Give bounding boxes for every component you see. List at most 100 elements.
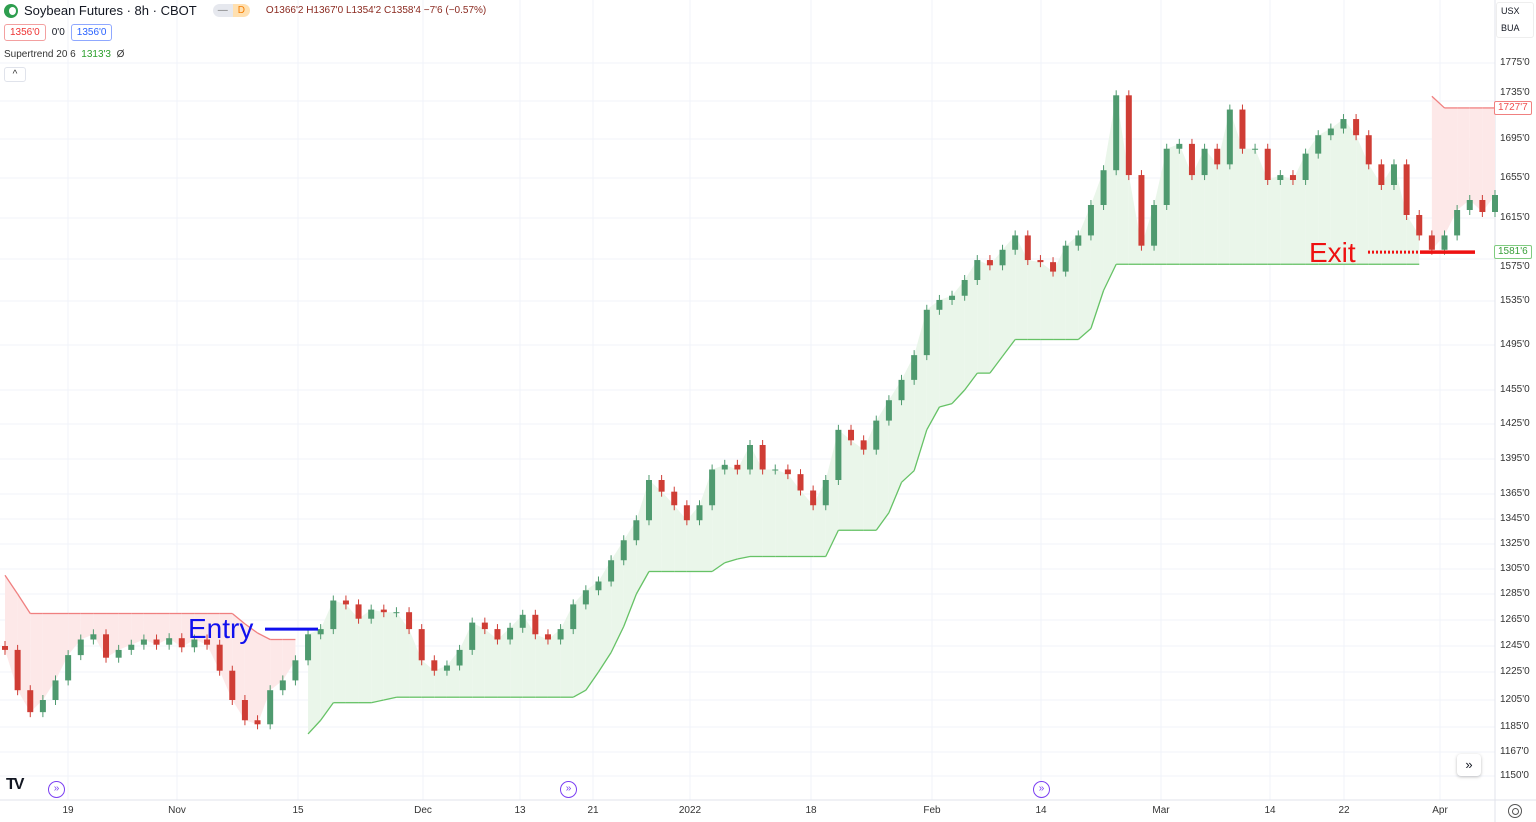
supertrend-up-fill xyxy=(308,629,321,734)
event-icon[interactable]: » xyxy=(48,781,65,798)
price-axis-label: 1167'0 xyxy=(1500,746,1529,757)
supertrend-up-fill xyxy=(636,480,649,594)
currency-unit-selector[interactable]: USX BUA xyxy=(1496,2,1534,38)
supertrend-up-fill xyxy=(1191,148,1205,265)
settings-icon[interactable] xyxy=(1508,804,1522,818)
price-axis-label: 1305'0 xyxy=(1500,563,1530,574)
candle-up xyxy=(645,480,652,521)
candle-up xyxy=(633,520,640,541)
candle-up xyxy=(507,627,514,640)
candle-down xyxy=(1188,143,1195,176)
supertrend-up-fill xyxy=(989,249,1003,374)
supertrend-down-fill xyxy=(232,613,245,721)
unit-selector[interactable]: BUA xyxy=(1501,23,1520,33)
price-axis-label: 1395'0 xyxy=(1500,453,1530,464)
supertrend-up-fill xyxy=(914,309,927,471)
currency-unit[interactable]: USX xyxy=(1501,6,1520,16)
candle-up xyxy=(1087,205,1094,236)
supertrend-up-fill xyxy=(1255,148,1268,265)
candle-down xyxy=(848,429,855,441)
price-axis-label: 1615'0 xyxy=(1500,212,1530,223)
supertrend-up-fill xyxy=(1090,170,1104,329)
supertrend-up-line xyxy=(307,719,322,735)
market-status[interactable]: — D xyxy=(212,4,250,17)
supertrend-up-fill xyxy=(1166,143,1180,265)
supertrend-down-line xyxy=(231,612,246,625)
supertrend-up-fill xyxy=(686,505,700,572)
sell-button[interactable]: 1356'0 xyxy=(4,24,46,41)
candle-down xyxy=(254,720,261,725)
price-axis-label: 1345'0 xyxy=(1500,513,1530,524)
scroll-to-realtime-button[interactable]: » xyxy=(1457,754,1481,776)
exit-annotation[interactable]: Exit xyxy=(1309,237,1356,268)
supertrend-up-fill xyxy=(775,469,788,557)
event-icon[interactable]: » xyxy=(560,781,577,798)
supertrend-down-fill xyxy=(194,613,208,645)
supertrend-up-line xyxy=(901,470,915,483)
supertrend-up-line xyxy=(964,372,978,391)
candle-up xyxy=(1252,148,1259,150)
tradingview-logo[interactable]: TV xyxy=(6,776,25,793)
supertrend-up-fill xyxy=(623,520,637,627)
supertrend-up-fill xyxy=(371,609,384,703)
supertrend-down-fill xyxy=(30,613,43,713)
candle-down xyxy=(418,629,425,661)
supertrend-up-fill xyxy=(1040,262,1054,340)
candle-up xyxy=(923,309,930,356)
candle-up xyxy=(772,469,779,471)
candle-down xyxy=(658,480,665,492)
supertrend-up-line xyxy=(320,702,334,721)
candle-down xyxy=(342,600,349,605)
candle-down xyxy=(406,612,413,630)
supertrend-up-line xyxy=(635,571,650,595)
candle-up xyxy=(873,420,880,450)
event-icon[interactable]: » xyxy=(1033,781,1050,798)
supertrend-up-line xyxy=(989,355,1004,374)
candle-up xyxy=(368,609,375,619)
supertrend-up-fill xyxy=(1343,119,1357,265)
buy-button[interactable]: 1356'0 xyxy=(70,24,113,41)
candle-down xyxy=(1365,135,1372,165)
candle-up xyxy=(1176,143,1183,149)
candle-down xyxy=(986,260,993,266)
collapse-legend-button[interactable]: ^ xyxy=(4,67,26,82)
price-axis-label: 1150'0 xyxy=(1500,770,1529,781)
indicator-name: Supertrend 20 6 xyxy=(4,49,76,60)
supertrend-up-fill xyxy=(1204,148,1218,265)
supertrend-down-fill xyxy=(270,639,283,691)
open-value: O1366'2 xyxy=(265,5,304,16)
supertrend-up-fill xyxy=(1179,143,1192,265)
price-axis-label: 1455'0 xyxy=(1500,384,1530,395)
candle-up xyxy=(696,505,703,521)
indicator-legend[interactable]: Supertrend 20 6 1313'3 Ø xyxy=(4,49,124,60)
candle-down xyxy=(1138,175,1145,246)
supertrend-up-fill xyxy=(1116,95,1129,265)
entry-annotation[interactable]: Entry xyxy=(188,613,254,644)
status-delayed: D xyxy=(232,4,250,17)
high-value: H1367'0 xyxy=(306,5,344,16)
candle-up xyxy=(267,690,274,725)
candle-down xyxy=(216,644,223,671)
candle-up xyxy=(317,629,324,635)
candle-up xyxy=(1315,135,1322,154)
supertrend-up-line xyxy=(939,402,953,408)
supertrend-up-fill xyxy=(585,581,599,691)
candle-down xyxy=(544,634,551,640)
quote-row: 1356'0 0'0 1356'0 xyxy=(4,24,113,41)
close-value: C1358'4 xyxy=(384,5,421,16)
supertrend-down-line xyxy=(1431,95,1445,109)
candle-down xyxy=(1050,262,1057,272)
supertrend-up-fill xyxy=(497,627,511,698)
candle-down xyxy=(1353,119,1360,136)
candle-down xyxy=(1378,164,1385,185)
supertrend-down-fill xyxy=(1431,96,1445,250)
symbol-title[interactable]: Soybean Futures · 8h · CBOT xyxy=(24,3,197,18)
candle-up xyxy=(39,700,46,713)
supertrend-up-fill xyxy=(674,505,687,572)
supertrend-up-fill xyxy=(1065,235,1079,340)
candle-down xyxy=(481,622,488,630)
supertrend-up-fill xyxy=(573,590,586,698)
supertrend-down-fill xyxy=(93,613,107,658)
candle-down xyxy=(683,505,690,521)
